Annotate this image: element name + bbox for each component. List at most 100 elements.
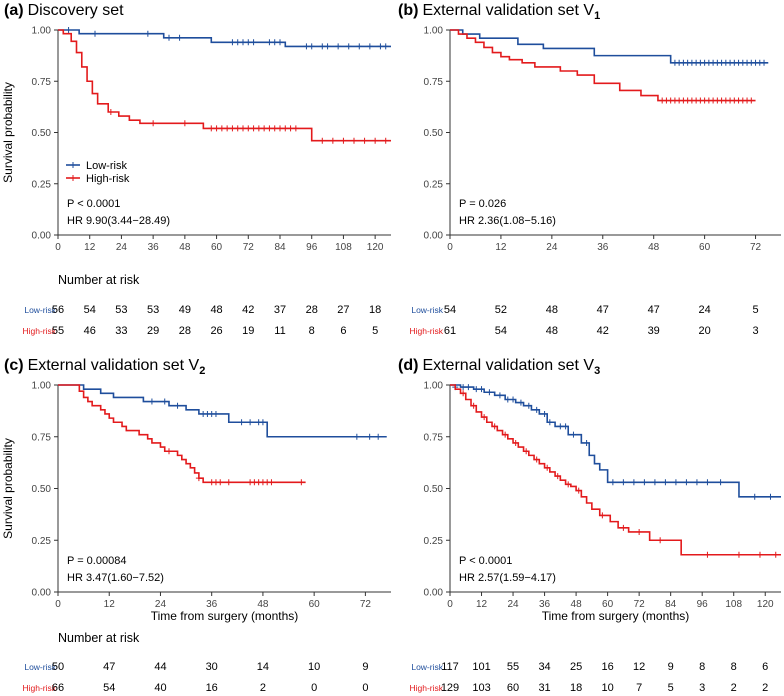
censor-mark-high-risk [245, 125, 252, 132]
censor-mark-low-risk [620, 479, 627, 486]
risk-count: 18 [570, 682, 582, 694]
y-tick-label: 0.25 [424, 536, 444, 547]
risk-count: 61 [444, 325, 456, 337]
legend-item-high-risk: High-risk [66, 173, 130, 185]
risk-count: 30 [206, 661, 218, 673]
y-tick-label: 1.00 [424, 26, 444, 37]
risk-count: 2 [260, 682, 266, 694]
censor-mark-low-risk [335, 43, 342, 50]
risk-count: 16 [601, 661, 613, 673]
x-tick-label: 72 [750, 242, 762, 253]
x-tick-label: 0 [447, 242, 453, 253]
censor-mark-low-risk [324, 43, 331, 50]
x-tick-label: 12 [84, 242, 96, 253]
legend-censor-mark [70, 175, 76, 181]
x-tick-label: 0 [447, 599, 453, 610]
censor-mark-low-risk [377, 43, 384, 50]
risk-count: 27 [337, 304, 349, 316]
censor-mark-high-risk [298, 479, 305, 486]
y-tick-label: 0.00 [424, 588, 444, 599]
risk-count: 53 [115, 304, 127, 316]
y-tick-label: 0.50 [424, 128, 444, 139]
censor-mark-low-risk [496, 392, 503, 399]
censor-mark-high-risk [292, 125, 299, 132]
censor-mark-low-risk [517, 399, 524, 406]
risk-row-label: Low-risk [24, 305, 56, 315]
censor-mark-high-risk [229, 125, 236, 132]
hazard-ratio: HR 2.57(1.59−4.17) [459, 572, 556, 584]
censor-mark-high-risk [224, 125, 231, 132]
censor-mark-high-risk [523, 448, 530, 455]
panel-title-text: External validation set V [28, 357, 200, 374]
x-tick-label: 60 [211, 242, 223, 253]
risk-row-label: High-risk [22, 683, 56, 693]
censor-mark-high-risk [460, 390, 467, 397]
censor-mark-low-risk [704, 479, 711, 486]
risk-count: 8 [699, 661, 705, 673]
censor-mark-low-risk [541, 410, 548, 417]
censor-mark-high-risk [329, 137, 336, 144]
risk-count: 10 [601, 682, 613, 694]
x-tick-label: 12 [104, 599, 116, 610]
hazard-ratio: HR 3.47(1.60−7.52) [67, 572, 164, 584]
y-tick-label: 0.25 [424, 179, 444, 190]
panel-title: (c) External validation set V2 [4, 357, 205, 377]
censor-mark-low-risk [234, 39, 241, 46]
censor-mark-high-risk [565, 481, 572, 488]
hazard-ratio: HR 9.90(3.44−28.49) [67, 215, 170, 227]
risk-row-label: High-risk [22, 326, 56, 336]
censor-mark-high-risk [240, 125, 246, 132]
y-tick-label: 0.75 [424, 77, 444, 88]
censor-mark-high-risk [107, 109, 114, 115]
risk-count: 24 [698, 304, 710, 316]
x-tick-label: 48 [257, 599, 269, 610]
censor-mark-low-risk [266, 39, 273, 46]
risk-count: 25 [570, 661, 582, 673]
censor-mark-high-risk [195, 475, 202, 482]
x-tick-label: 24 [507, 599, 519, 610]
risk-count: 12 [633, 661, 645, 673]
panel-b: (b) External validation set V1 0.00 0.25 0.5… [398, 2, 781, 337]
censor-mark-high-risk [533, 456, 540, 463]
risk-count: 101 [472, 661, 490, 673]
risk-count: 54 [84, 304, 96, 316]
survival-curve-low-risk [450, 384, 781, 498]
risk-count: 2 [762, 682, 768, 694]
censor-mark-low-risk [751, 493, 758, 500]
survival-curve-low-risk [58, 29, 391, 48]
censor-mark-low-risk [767, 493, 774, 500]
risk-count: 48 [546, 304, 558, 316]
risk-count: 20 [698, 325, 710, 337]
y-tick-label: 0.25 [32, 179, 52, 190]
y-axis-label: Survival probability [1, 82, 15, 183]
censor-mark-low-risk [353, 433, 360, 440]
censor-mark-low-risk [562, 423, 569, 430]
risk-row-label: Low-risk [411, 305, 443, 315]
risk-count: 5 [372, 325, 378, 337]
x-tick-label: 60 [602, 599, 614, 610]
risk-count: 54 [444, 304, 456, 316]
x-tick-label: 72 [634, 599, 646, 610]
panel-title-subscript: 2 [199, 365, 205, 377]
censor-mark-high-risk [340, 137, 347, 144]
panel-title-text: Discovery set [28, 2, 125, 19]
censor-mark-low-risk [148, 398, 155, 405]
risk-count: 117 [441, 661, 459, 673]
risk-count: 7 [636, 682, 642, 694]
panel-title: (b) External validation set V1 [398, 2, 600, 22]
risk-count: 56 [52, 304, 64, 316]
survival-curve-low-risk [450, 29, 769, 64]
x-tick-label: 48 [648, 242, 660, 253]
censor-mark-high-risk [575, 487, 582, 494]
censor-mark-low-risk [486, 389, 493, 396]
censor-mark-low-risk [546, 419, 553, 426]
legend-label: High-risk [86, 173, 130, 185]
censor-mark-low-risk [161, 398, 168, 405]
censor-mark-high-risk [748, 97, 755, 104]
censor-mark-low-risk [693, 479, 700, 486]
censor-mark-low-risk [144, 30, 151, 37]
x-tick-label: 108 [335, 242, 352, 253]
censor-mark-high-risk [481, 414, 488, 421]
